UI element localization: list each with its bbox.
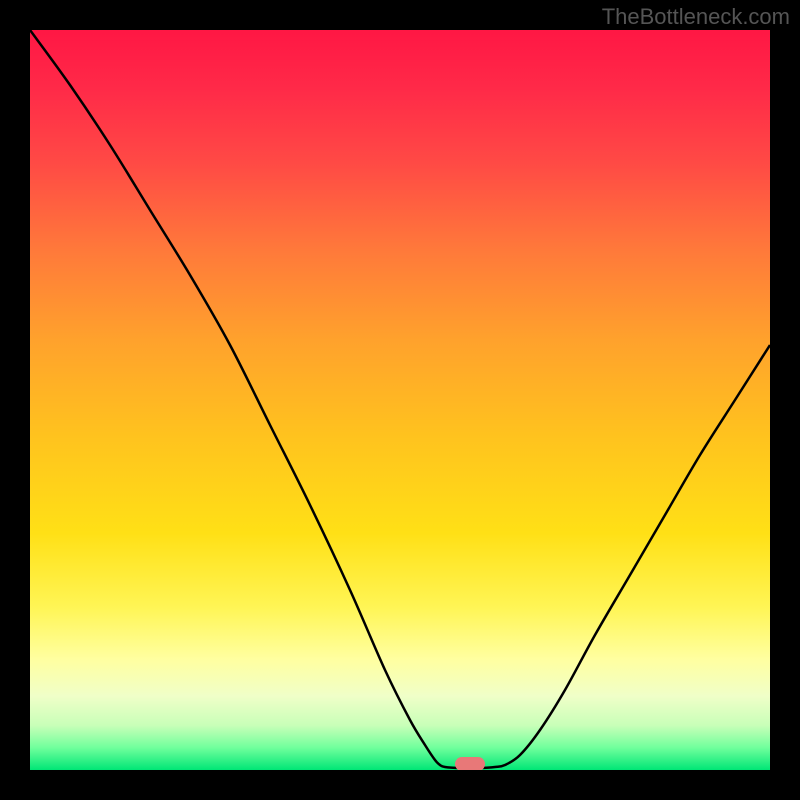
- chart-plot-area: [30, 30, 770, 770]
- watermark-text: TheBottleneck.com: [602, 4, 790, 30]
- optimal-point-marker: [455, 757, 485, 770]
- bottleneck-curve: [30, 30, 770, 770]
